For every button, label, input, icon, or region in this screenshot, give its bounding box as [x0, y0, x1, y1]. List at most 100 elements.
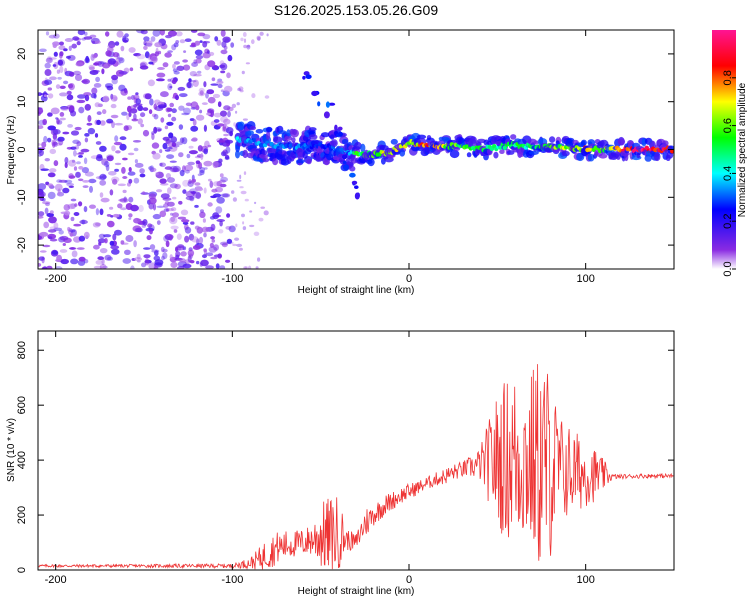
noise-speckle [68, 45, 72, 51]
noise-speckle [192, 119, 197, 126]
noise-speckle [210, 195, 217, 199]
noise-speckle [62, 131, 70, 135]
noise-speckle [74, 126, 82, 131]
noise-speckle [207, 60, 216, 68]
branch-blob [341, 154, 348, 160]
noise-speckle [163, 203, 169, 208]
noise-speckle [40, 191, 46, 197]
noise-speckle [155, 172, 159, 176]
noise-speckle [101, 158, 108, 166]
spectrogram-marks [38, 30, 674, 269]
noise-speckle [47, 172, 56, 178]
noise-speckle [101, 258, 105, 266]
noise-speckle [98, 241, 102, 246]
noise-speckle [224, 38, 230, 44]
noise-speckle [203, 167, 208, 170]
noise-speckle [73, 150, 77, 157]
noise-speckle [49, 148, 57, 155]
noise-speckle [217, 253, 222, 259]
noise-speckle [100, 197, 110, 203]
noise-speckle [94, 40, 101, 44]
noise-speckle [51, 250, 58, 255]
noise-speckle [130, 204, 139, 212]
noise-speckle [258, 217, 264, 222]
noise-speckle [104, 254, 112, 261]
colorbar-ticks: 0.0 0.2 0.4 0.6 0.8 [722, 70, 736, 277]
noise-speckle [152, 213, 162, 220]
noise-speckle [195, 114, 205, 121]
noise-speckle [148, 61, 154, 65]
noise-speckle [48, 216, 57, 224]
noise-speckle [233, 122, 236, 127]
x-tick-label: -100 [221, 574, 243, 586]
noise-speckle [235, 110, 238, 114]
noise-speckle [111, 176, 120, 183]
colorbar-tick-label: 0.4 [722, 166, 734, 181]
noise-speckle [188, 179, 192, 184]
noise-speckle [244, 266, 249, 269]
noise-speckle [205, 92, 209, 99]
noise-speckle [184, 226, 192, 234]
noise-speckle [155, 78, 165, 82]
noise-speckle [166, 146, 173, 150]
noise-speckle [67, 83, 74, 89]
noise-speckle [151, 56, 158, 62]
noise-speckle [220, 241, 229, 246]
noise-speckle [156, 72, 166, 78]
noise-speckle [133, 177, 140, 184]
ridge-halo [329, 134, 335, 140]
ridge-core [670, 149, 674, 154]
noise-speckle [93, 62, 99, 66]
noise-speckle [46, 55, 52, 62]
noise-speckle [228, 131, 233, 137]
noise-speckle [52, 64, 57, 67]
noise-speckle [127, 171, 136, 176]
noise-speckle [105, 50, 112, 57]
noise-speckle [58, 230, 64, 235]
noise-speckle [42, 265, 48, 269]
noise-speckle [99, 120, 106, 126]
noise-speckle [78, 106, 85, 114]
noise-speckle [105, 31, 110, 37]
noise-speckle [151, 55, 158, 64]
noise-speckle [259, 31, 264, 36]
noise-speckle [226, 106, 234, 112]
noise-speckle [147, 54, 157, 62]
branch-blob [305, 74, 312, 79]
noise-speckle [56, 254, 62, 262]
ridge-halo [296, 159, 305, 164]
noise-speckle [48, 34, 57, 39]
noise-speckle [202, 34, 211, 40]
noise-speckle [48, 168, 57, 173]
noise-speckle [251, 39, 255, 45]
noise-speckle [240, 37, 244, 42]
noise-speckle [47, 93, 54, 99]
noise-speckle [103, 234, 112, 238]
snr-marks [38, 364, 674, 570]
noise-speckle [93, 244, 100, 250]
noise-speckle [83, 157, 88, 165]
noise-speckle [188, 233, 195, 241]
noise-speckle [72, 36, 80, 41]
noise-speckle [160, 91, 169, 98]
noise-speckle [177, 86, 186, 91]
noise-speckle [57, 188, 61, 196]
noise-speckle [118, 71, 128, 75]
noise-speckle [220, 110, 227, 117]
noise-speckle [143, 40, 147, 46]
noise-speckle [122, 176, 128, 179]
noise-speckle [56, 118, 60, 125]
colorbar-gradient [712, 30, 736, 269]
noise-speckle [44, 207, 49, 215]
noise-speckle [58, 45, 66, 51]
noise-speckle [218, 229, 224, 234]
noise-speckle [195, 55, 204, 60]
noise-speckle [221, 41, 227, 48]
noise-speckle [91, 40, 96, 44]
noise-speckle [151, 249, 160, 253]
noise-speckle [170, 216, 176, 222]
noise-speckle [74, 74, 83, 81]
noise-speckle [70, 198, 77, 202]
noise-speckle [199, 90, 204, 96]
noise-speckle [57, 59, 64, 66]
